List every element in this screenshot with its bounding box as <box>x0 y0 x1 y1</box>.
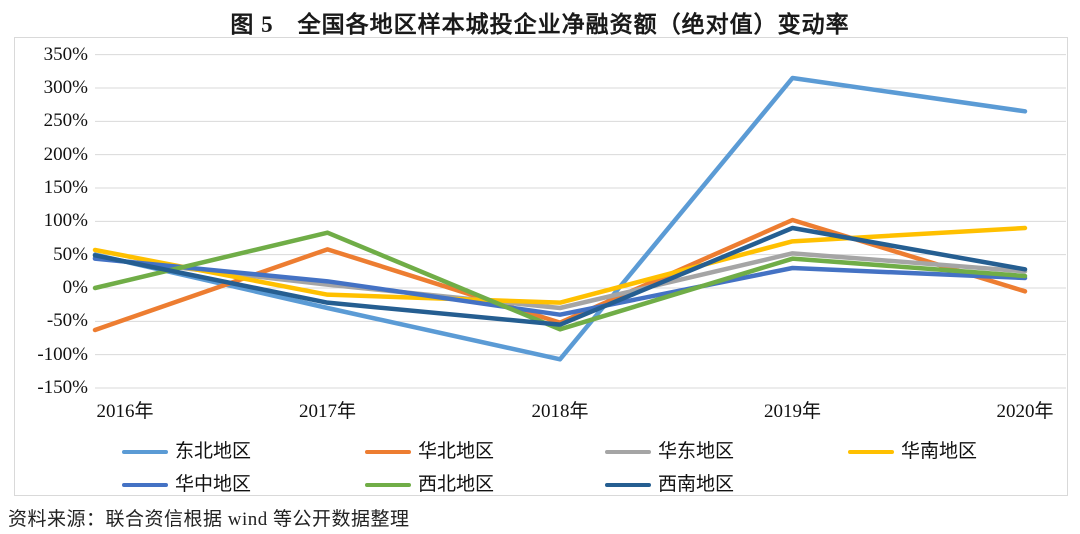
y-axis-tick-label: -100% <box>37 343 88 365</box>
legend-label: 西北地区 <box>418 474 495 495</box>
y-axis-tick-label: 250% <box>43 110 88 132</box>
y-axis-tick-label: 350% <box>43 43 88 65</box>
legend-item-华中地区: 华中地区 <box>122 473 251 497</box>
legend-item-西南地区: 西南地区 <box>605 473 734 497</box>
chart-title: 图 5 全国各地区样本城投企业净融资额（绝对值）变动率 <box>230 12 850 37</box>
x-axis-tick-label: 2016年 <box>96 401 154 422</box>
x-axis-tick-label: 2019年 <box>763 401 821 422</box>
x-axis-tick-label: 2018年 <box>531 401 589 422</box>
legend-line-swatch <box>122 483 168 487</box>
legend-line-swatch <box>365 450 411 454</box>
y-axis-tick-label: 300% <box>43 77 88 98</box>
legend-line-swatch <box>122 450 168 454</box>
legend-label: 华中地区 <box>175 474 252 495</box>
legend-label: 华东地区 <box>658 441 735 462</box>
legend-item-西北地区: 西北地区 <box>365 473 494 497</box>
y-axis-tick-label: -50% <box>46 310 88 332</box>
legend-label: 西南地区 <box>658 474 735 495</box>
y-axis-tick-label: 50% <box>53 243 88 265</box>
legend-item-华南地区: 华南地区 <box>848 440 977 464</box>
legend-label: 东北地区 <box>175 441 252 462</box>
legend-label: 华南地区 <box>901 441 978 462</box>
y-axis-tick-label: 200% <box>43 143 88 165</box>
source-note: 资料来源：联合资信根据 wind 等公开数据整理 <box>8 509 410 530</box>
legend-line-swatch <box>848 450 894 454</box>
chart-plot-frame <box>14 37 1068 496</box>
legend-line-swatch <box>605 483 651 487</box>
y-axis-tick-label: 0% <box>62 277 88 298</box>
legend-item-东北地区: 东北地区 <box>122 440 251 464</box>
legend-item-华北地区: 华北地区 <box>365 440 494 464</box>
legend-line-swatch <box>605 450 651 454</box>
legend-item-华东地区: 华东地区 <box>605 440 734 464</box>
y-axis-tick-label: -150% <box>37 377 88 398</box>
x-axis-tick-label: 2020年 <box>996 401 1054 422</box>
x-axis-tick-label: 2017年 <box>298 401 356 422</box>
y-axis-tick-label: 100% <box>43 210 88 232</box>
legend-line-swatch <box>365 483 411 487</box>
legend-label: 华北地区 <box>418 441 495 462</box>
y-axis-tick-label: 150% <box>43 177 88 198</box>
